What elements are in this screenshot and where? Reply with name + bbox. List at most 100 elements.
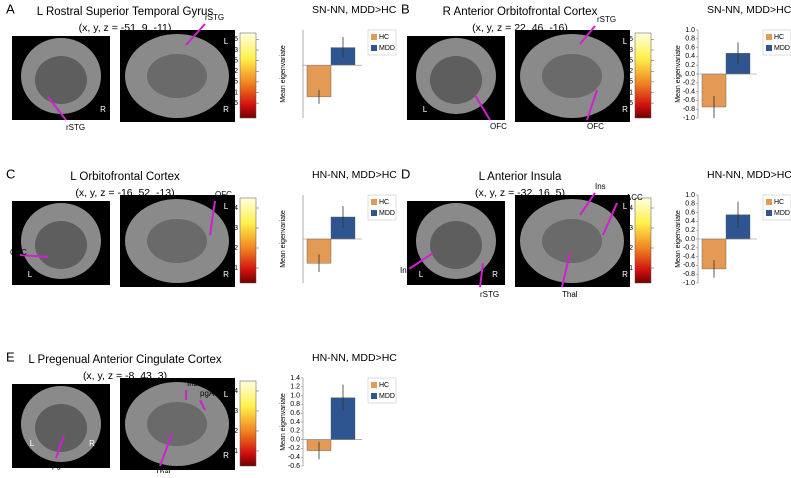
- legend-label: HC: [379, 382, 389, 389]
- annotation: L: [224, 202, 229, 211]
- y-tick-label: 0.2: [685, 227, 695, 234]
- annotation: R: [223, 270, 229, 279]
- colorbar-tick-label: 2.5: [623, 57, 633, 64]
- colorbar-tick-label: 0.5: [228, 100, 238, 107]
- arrow: [159, 433, 173, 467]
- arrow: [586, 89, 598, 121]
- annotation: OFC: [215, 190, 232, 199]
- y-tick-label: 0.6: [290, 410, 300, 417]
- annotation: L: [224, 390, 229, 399]
- contrast-label: SN-NN, MDD>HC: [312, 4, 397, 16]
- axial-detail: [147, 54, 207, 98]
- annotation: Thal: [562, 290, 578, 299]
- contrast-label: HN-NN, MDD>HC: [312, 352, 397, 364]
- legend-box: [367, 194, 397, 221]
- annotation: L: [30, 439, 35, 448]
- annotation: L: [623, 37, 628, 46]
- colorbar-tick-label: 3: [234, 408, 238, 415]
- y-tick-label: 0.2: [685, 62, 695, 69]
- colorbar-tick-label: 3: [234, 47, 238, 54]
- arrow: [561, 252, 571, 288]
- axial-detail: [542, 54, 602, 98]
- arrow: [602, 202, 618, 236]
- legend-swatch: [371, 34, 377, 40]
- y-tick-label: 0.6: [685, 44, 695, 51]
- legend-swatch: [766, 45, 772, 51]
- y-tick-label: 1.2: [290, 384, 300, 391]
- y-tick-label: 1.0: [290, 392, 300, 399]
- annotation: Ins: [400, 266, 411, 275]
- annotation: R: [492, 270, 498, 279]
- axial-detail: [147, 402, 207, 446]
- contrast-label: HN-NN, MDD>HC: [312, 169, 397, 181]
- annotation: R: [223, 451, 229, 460]
- coronal-detail: [430, 221, 482, 269]
- colorbar-tick-label: 2: [234, 245, 238, 252]
- annotation: pgACC: [52, 461, 78, 470]
- legend-box: [367, 377, 397, 404]
- colorbar: [239, 197, 257, 284]
- coronal-detail: [35, 404, 87, 452]
- annotation: rSTG: [66, 123, 85, 132]
- legend-label: MDD: [379, 210, 395, 217]
- y-tick-label: -0.8: [683, 271, 695, 278]
- y-tick-label: -0.6: [288, 463, 300, 470]
- annotation: OFC: [490, 122, 507, 131]
- colorbar: [239, 32, 257, 119]
- legend-label: HC: [379, 199, 389, 206]
- axial-detail: [542, 219, 602, 263]
- contrast-label: SN-NN, MDD>HC: [707, 4, 791, 16]
- legend-swatch: [371, 393, 377, 399]
- y-tick-label: 1.4: [290, 375, 300, 382]
- annotation: pgACC: [617, 193, 643, 202]
- y-tick-label: 0.4: [290, 419, 300, 426]
- arrow: [579, 25, 596, 45]
- y-tick-label: 0.6: [685, 209, 695, 216]
- colorbar-tick-label: 2: [234, 428, 238, 435]
- colorbar-tick-label: 1.5: [228, 79, 238, 86]
- colorbar-tick-label: 1: [234, 265, 238, 272]
- y-tick-label: 0.0: [685, 236, 695, 243]
- colorbar-tick-label: 2: [629, 245, 633, 252]
- y-tick-label: 0.8: [290, 401, 300, 408]
- coronal-detail: [35, 56, 87, 104]
- y-tick-label: 0.8: [685, 201, 695, 208]
- y-tick-label: -1.0: [683, 115, 695, 122]
- arrow: [55, 435, 65, 459]
- colorbar-tick-label: 4: [234, 388, 238, 395]
- contrast-label: HN-NN, MDD>HC: [707, 169, 791, 181]
- y-tick-label: 1.0: [685, 27, 695, 34]
- arrow: [47, 96, 67, 121]
- colorbar-tick-label: 0.5: [623, 100, 633, 107]
- colorbar-tick-label: 1: [629, 265, 633, 272]
- legend-swatch: [766, 34, 772, 40]
- y-axis-label: Mean eigenvariate: [675, 210, 682, 268]
- panel-title: L Anterior Insula: [479, 171, 562, 183]
- annotation: R: [509, 105, 515, 114]
- panel-title: L Orbitofrontal Cortex: [70, 171, 180, 183]
- legend-label: MDD: [379, 45, 395, 52]
- panel-letter: D: [401, 166, 410, 181]
- y-tick-label: 0.0: [685, 71, 695, 78]
- legend-swatch: [371, 210, 377, 216]
- annotation: L: [423, 105, 428, 114]
- legend-label: HC: [774, 34, 784, 41]
- annotation: R: [100, 105, 106, 114]
- y-tick-label: 0.0: [290, 436, 300, 443]
- y-axis-label: Mean eigenvariate: [280, 45, 287, 103]
- annotation: R: [223, 105, 229, 114]
- arrow: [479, 262, 484, 288]
- colorbar-tick-label: 1.5: [623, 79, 633, 86]
- legend-swatch: [371, 45, 377, 51]
- legend-label: MDD: [774, 210, 790, 217]
- annotation: pgACC: [200, 389, 226, 398]
- annotation: L: [224, 37, 229, 46]
- arrow: [19, 254, 49, 258]
- y-tick-label: -0.8: [683, 106, 695, 113]
- annotation: rSTG: [597, 15, 616, 24]
- colorbar-tick-label: 3.5: [228, 36, 238, 43]
- panel-title: L Rostral Superior Temporal Gyrus: [37, 6, 214, 18]
- legend-box: [367, 29, 397, 56]
